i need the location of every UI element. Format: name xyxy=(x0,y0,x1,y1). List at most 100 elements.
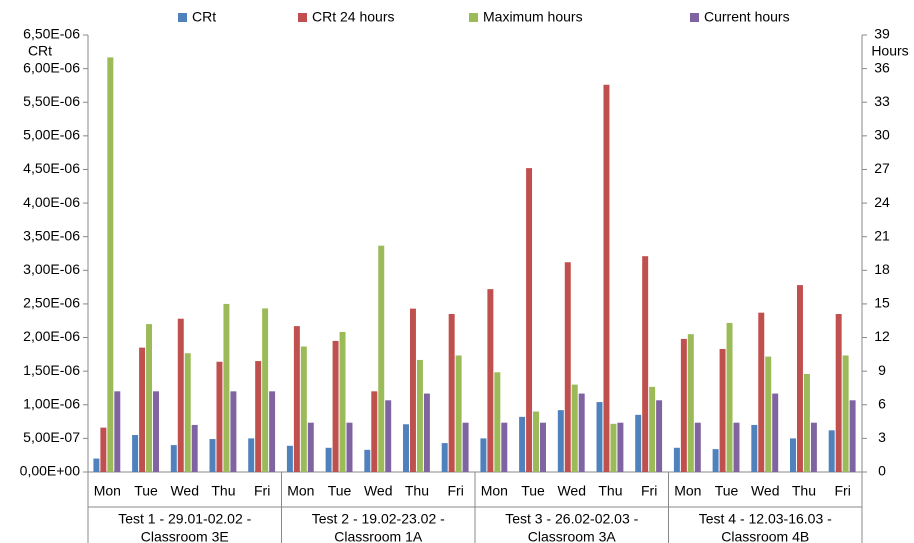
bar xyxy=(673,447,680,472)
bar xyxy=(146,324,153,472)
bar xyxy=(132,435,139,472)
bar xyxy=(177,318,184,472)
x-tick-label: Thu xyxy=(211,483,235,499)
bar xyxy=(462,422,469,472)
y-tick-label: 5,00E-07 xyxy=(23,429,80,445)
bar xyxy=(828,430,835,472)
y-tick-label: 4,00E-06 xyxy=(23,194,80,210)
x-tick-label: Tue xyxy=(134,483,158,499)
y2-tick-label: 39 xyxy=(874,26,890,42)
bar xyxy=(100,427,107,472)
bar xyxy=(712,449,719,472)
bar xyxy=(564,262,571,472)
bar xyxy=(230,391,237,472)
bar xyxy=(248,438,255,472)
y2-tick-label: 0 xyxy=(878,463,886,479)
bar xyxy=(617,422,624,472)
bar xyxy=(557,410,564,472)
y2-tick-label: 9 xyxy=(878,362,886,378)
bar xyxy=(751,424,758,472)
group-label: Test 4 - 12.03-16.03 - xyxy=(699,511,832,527)
bar xyxy=(596,402,603,472)
y2-tick-label: 3 xyxy=(878,429,886,445)
bar xyxy=(519,416,526,472)
bar xyxy=(772,393,779,472)
bar xyxy=(403,424,409,472)
bar xyxy=(364,449,371,472)
bar xyxy=(223,303,230,472)
group-label: Classroom 4B xyxy=(721,529,809,543)
bar xyxy=(803,373,810,472)
x-tick-label: Fri xyxy=(641,483,657,499)
bar xyxy=(107,57,114,473)
y-tick-label: 6,00E-06 xyxy=(23,59,80,75)
bar xyxy=(790,438,796,472)
group-label: Test 1 - 29.01-02.02 - xyxy=(118,511,251,527)
bar xyxy=(635,414,642,472)
bar xyxy=(325,447,332,472)
bar xyxy=(680,338,687,472)
x-tick-label: Fri xyxy=(254,483,270,499)
y-tick-label: 2,50E-06 xyxy=(23,295,80,311)
legend-label: CRt xyxy=(192,9,216,25)
bar xyxy=(332,340,339,472)
bar xyxy=(733,422,740,472)
bar xyxy=(835,314,842,472)
bar xyxy=(209,439,216,472)
bar xyxy=(170,445,177,472)
bar xyxy=(842,355,849,472)
y-tick-label: 5,50E-06 xyxy=(23,93,80,109)
y-tick-label: 3,50E-06 xyxy=(23,227,80,243)
bar xyxy=(448,314,455,472)
legend-swatch xyxy=(469,13,478,22)
x-tick-label: Tue xyxy=(328,483,352,499)
y2-tick-label: 36 xyxy=(874,59,890,75)
bar xyxy=(849,400,856,472)
bar xyxy=(719,348,726,472)
legend-label: Current hours xyxy=(704,9,790,25)
y-tick-label: 5,00E-06 xyxy=(23,127,80,143)
y-tick-label: 2,00E-06 xyxy=(23,328,80,344)
bar xyxy=(262,308,269,472)
y2-tick-label: 6 xyxy=(878,395,886,411)
x-tick-label: Wed xyxy=(170,483,199,499)
bar xyxy=(93,458,100,472)
x-tick-label: Mon xyxy=(674,483,701,499)
bar xyxy=(810,422,817,472)
x-tick-label: Wed xyxy=(751,483,780,499)
bar xyxy=(501,422,508,472)
bar xyxy=(540,422,546,472)
y2-tick-label: 21 xyxy=(874,227,890,243)
bar xyxy=(114,391,121,472)
bar xyxy=(286,445,293,472)
bar xyxy=(293,326,300,472)
legend-swatch xyxy=(298,13,307,22)
y2-axis-label: Hours xyxy=(871,43,908,59)
group-label: Test 3 - 26.02-02.03 - xyxy=(505,511,638,527)
bar xyxy=(765,356,772,472)
legend-swatch xyxy=(690,13,699,22)
bar xyxy=(269,391,276,472)
legend-label: Maximum hours xyxy=(483,9,583,25)
bar xyxy=(385,400,392,472)
bar xyxy=(480,438,487,472)
bar xyxy=(571,384,578,472)
bar xyxy=(153,391,159,472)
group-label: Classroom 3E xyxy=(141,529,229,543)
bar xyxy=(416,359,423,472)
x-tick-label: Thu xyxy=(405,483,429,499)
x-tick-label: Wed xyxy=(557,483,586,499)
bar xyxy=(307,422,314,472)
y-tick-label: 0,00E+00 xyxy=(20,463,81,479)
y2-tick-label: 12 xyxy=(874,328,890,344)
bar xyxy=(796,285,803,472)
x-tick-label: Thu xyxy=(792,483,816,499)
group-label: Test 2 - 19.02-23.02 - xyxy=(312,511,445,527)
x-tick-label: Tue xyxy=(715,483,739,499)
bar xyxy=(533,411,540,472)
bar xyxy=(441,443,448,472)
y2-tick-label: 24 xyxy=(874,194,890,210)
bar xyxy=(216,361,223,472)
bar xyxy=(455,355,462,472)
legend-swatch xyxy=(178,13,187,22)
